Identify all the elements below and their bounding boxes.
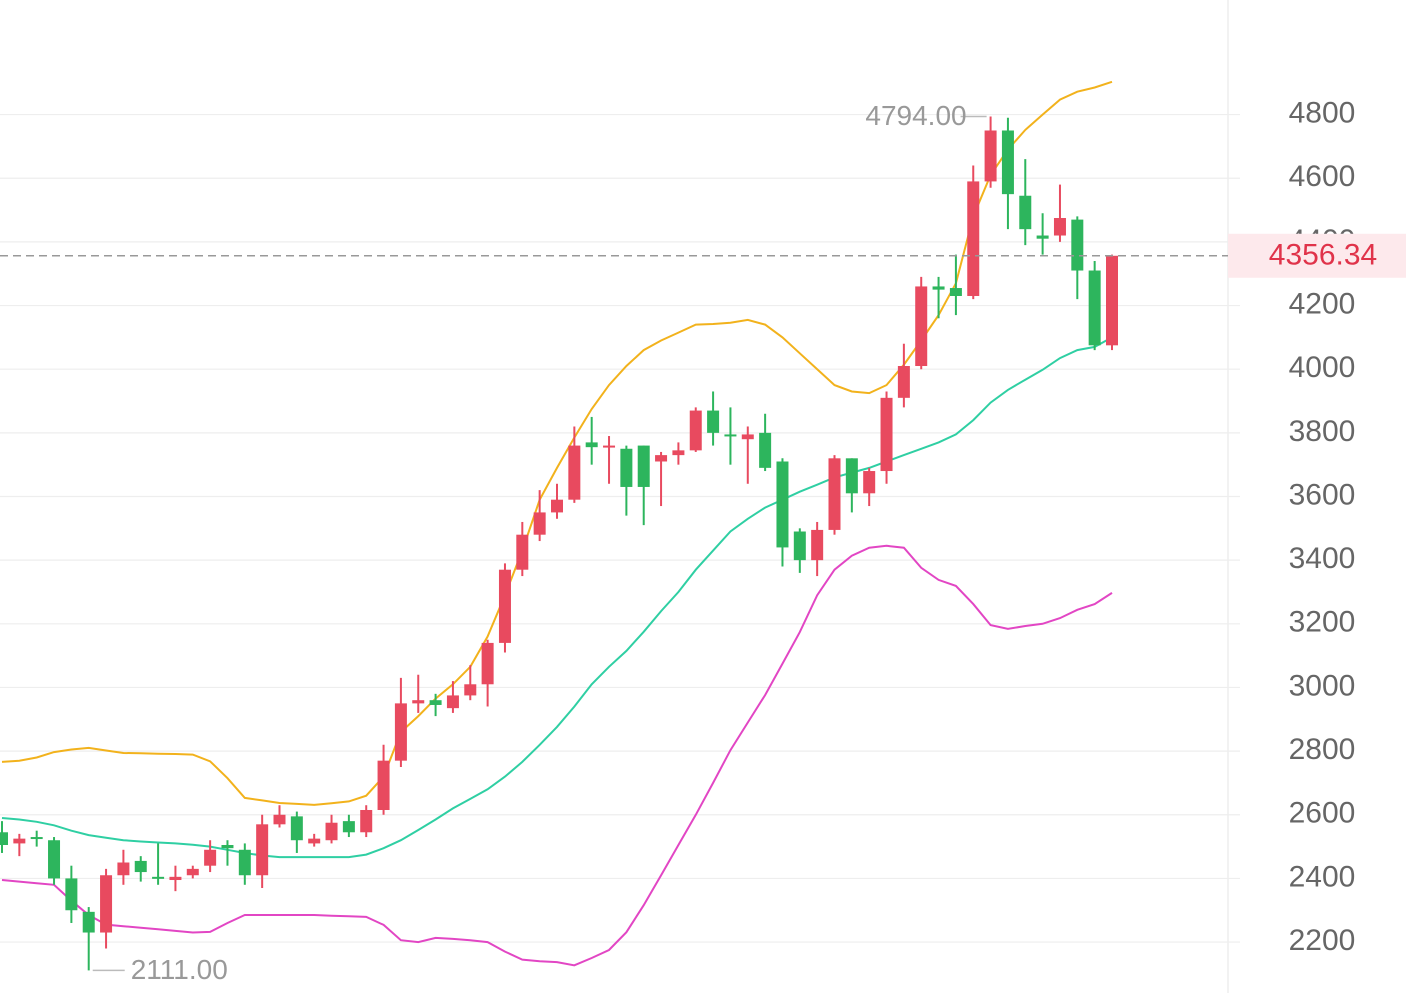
bands xyxy=(1,80,1113,967)
candle-body xyxy=(707,410,720,433)
candle-body xyxy=(655,455,668,462)
candle-body xyxy=(412,700,425,704)
candle-body xyxy=(186,868,199,876)
y-tick-label: 4200 xyxy=(1289,287,1356,320)
candle-body xyxy=(1053,218,1066,236)
candle-body xyxy=(30,837,43,840)
candle-body xyxy=(325,822,338,841)
y-tick-label: 3600 xyxy=(1289,478,1356,511)
y-tick-label: 3200 xyxy=(1289,606,1356,639)
candle-body xyxy=(551,499,563,513)
candle-body xyxy=(1001,130,1014,195)
candle-body xyxy=(1088,270,1101,346)
candle-body xyxy=(342,821,355,833)
band-line xyxy=(1,336,1113,859)
candle-body xyxy=(741,434,754,440)
overlay: 4356.34 4794.00 2111.00 xyxy=(0,100,1406,985)
band-line xyxy=(1,544,1113,967)
y-tick-label: 2400 xyxy=(1289,860,1356,893)
candle-body xyxy=(932,286,945,290)
candle-body xyxy=(672,450,685,456)
candle-body xyxy=(238,849,251,876)
y-tick-label: 4800 xyxy=(1289,96,1356,129)
candle-body xyxy=(204,849,217,866)
candle-body xyxy=(811,529,824,561)
candle-body xyxy=(273,814,286,825)
y-tick-label: 2200 xyxy=(1289,924,1356,957)
candle-body xyxy=(48,840,61,879)
candles xyxy=(0,116,1118,971)
candle-body xyxy=(256,824,269,876)
y-tick-label: 2800 xyxy=(1289,733,1356,766)
y-tick-label: 2600 xyxy=(1289,797,1356,830)
candle-body xyxy=(915,286,928,367)
candle-body xyxy=(759,432,772,468)
candle-body xyxy=(1036,235,1049,239)
candle-body xyxy=(845,458,858,494)
candle-body xyxy=(585,442,598,448)
y-tick-label: 4600 xyxy=(1289,160,1356,193)
candle-body xyxy=(446,695,459,709)
y-tick-label: 4000 xyxy=(1289,351,1356,384)
candle-body xyxy=(1071,219,1084,271)
candle-body xyxy=(464,684,477,696)
candle-body xyxy=(221,845,234,849)
min-label: 2111.00 xyxy=(131,954,228,985)
candle-body xyxy=(533,512,546,535)
candle-body xyxy=(117,862,130,876)
candle-body xyxy=(1106,255,1118,346)
candle-body xyxy=(394,703,407,761)
candle-body xyxy=(429,700,442,705)
candle-body xyxy=(967,181,980,296)
max-label: 4794.00 xyxy=(865,100,966,131)
candle-body xyxy=(82,911,95,933)
y-tick-label: 3400 xyxy=(1289,542,1356,575)
candle-body xyxy=(568,445,581,500)
candle-body xyxy=(100,875,113,933)
candle-body xyxy=(620,448,633,487)
last-price-label: 4356.34 xyxy=(1269,239,1377,272)
candle-body xyxy=(13,838,26,844)
y-tick-label: 3000 xyxy=(1289,669,1356,702)
candle-body xyxy=(828,458,841,530)
candle-body xyxy=(134,860,147,873)
candle-body xyxy=(169,876,182,881)
candle-body xyxy=(897,366,910,398)
candle-body xyxy=(863,471,876,494)
candle-body xyxy=(360,809,373,833)
candle-body xyxy=(0,832,8,846)
candle-body xyxy=(481,642,494,685)
candle-body xyxy=(793,531,806,561)
candle-body xyxy=(603,445,616,448)
candle-body xyxy=(290,816,303,841)
candle-body xyxy=(689,410,702,451)
candle-body xyxy=(516,534,529,570)
candle-body xyxy=(637,445,650,487)
band-line xyxy=(1,80,1113,806)
candle-body xyxy=(308,838,321,844)
candle-body xyxy=(776,461,789,548)
candle-body xyxy=(880,397,893,472)
candle-body xyxy=(498,569,511,643)
candle-body xyxy=(724,434,737,437)
last-price-box xyxy=(1228,233,1406,278)
candle-body xyxy=(1019,195,1032,230)
candle-body xyxy=(949,288,962,296)
grid: 2200 2400 2600 2800 3000 3200 3400 3600 3800 4000… xyxy=(0,96,1355,957)
candle-body xyxy=(152,876,165,879)
candle-body xyxy=(984,130,997,182)
candle-body xyxy=(377,760,390,810)
candle-body xyxy=(65,878,78,911)
y-tick-label: 3800 xyxy=(1289,415,1356,448)
